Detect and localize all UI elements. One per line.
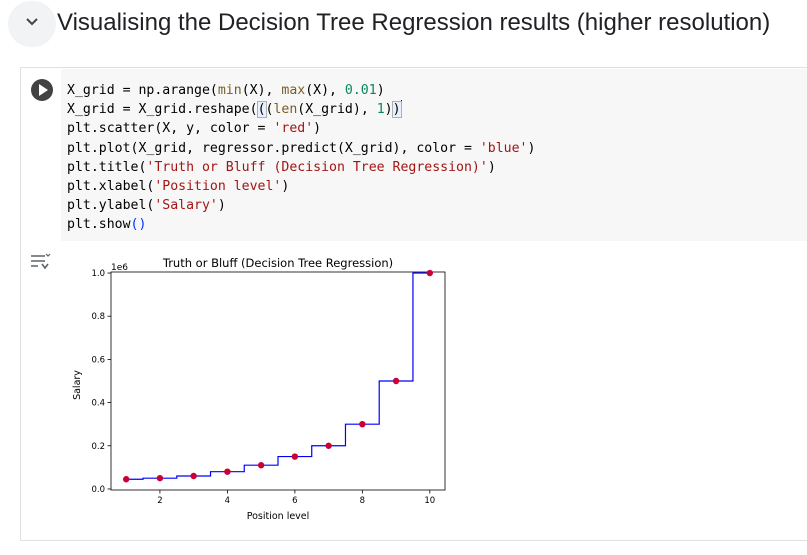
collapse-section-button[interactable] bbox=[8, 1, 56, 47]
chart-title: Truth or Bluff (Decision Tree Regression… bbox=[162, 256, 393, 270]
code-token: 'Truth or Bluff (Decision Tree Regressio… bbox=[146, 159, 488, 175]
code-token: ) bbox=[217, 198, 226, 214]
text-cursor bbox=[400, 100, 402, 117]
code-token: 'Position level' bbox=[154, 178, 282, 194]
code-token: len bbox=[273, 102, 298, 118]
x-tick-label: 10 bbox=[424, 496, 435, 506]
section-title: Visualising the Decision Tree Regression… bbox=[57, 9, 771, 36]
code-token: ) bbox=[391, 101, 402, 119]
code-token: ) bbox=[313, 121, 322, 137]
y-tick-label: 0.6 bbox=[91, 355, 105, 365]
scatter-point bbox=[325, 442, 332, 449]
code-token: X_grid = X_grid.reshape( bbox=[67, 102, 258, 118]
section-header: Visualising the Decision Tree Regression… bbox=[0, 0, 807, 50]
code-token: plt.ylabel( bbox=[67, 198, 155, 214]
code-token: plt.plot(X_grid, regressor.predict(X_gri… bbox=[67, 140, 480, 156]
x-tick-label: 8 bbox=[360, 496, 365, 506]
y-tick-label: 1.0 bbox=[91, 269, 105, 279]
code-line: plt.title('Truth or Bluff (Decision Tree… bbox=[67, 158, 535, 177]
scatter-point bbox=[359, 420, 366, 428]
x-tick-label: 4 bbox=[225, 496, 230, 506]
code-token: ( bbox=[256, 101, 267, 119]
output-toggle-button[interactable] bbox=[29, 250, 51, 272]
code-token: () bbox=[130, 217, 147, 233]
cell-output: 0.0 0.2 0.4 0.6 0.8 1.0 2 4 6 8 10 Truth or Bluff… bbox=[61, 243, 807, 539]
chevron-down-icon bbox=[26, 18, 38, 26]
y-offset-label: 1e6 bbox=[111, 263, 128, 273]
code-token: 'Salary' bbox=[154, 198, 218, 214]
code-token: (X), bbox=[241, 83, 282, 98]
code-token: plt.title( bbox=[67, 159, 147, 175]
code-token: (X_grid), bbox=[297, 102, 377, 118]
code-token: plt.scatter(X, y, color = bbox=[67, 121, 274, 137]
prediction-step-line bbox=[126, 272, 430, 480]
code-line: X_grid = X_grid.reshape(((len(X_grid), 1… bbox=[67, 100, 535, 119]
y-tick-label: 0.2 bbox=[91, 442, 105, 452]
x-tick-label: 6 bbox=[292, 496, 297, 506]
play-icon bbox=[39, 84, 48, 96]
code-token: ) bbox=[527, 140, 536, 156]
code-token: max bbox=[281, 83, 306, 98]
code-cell bbox=[20, 67, 807, 541]
scatter-point bbox=[291, 453, 299, 460]
code-token: 'blue' bbox=[479, 140, 528, 156]
y-tick-label: 0.8 bbox=[91, 312, 105, 322]
code-line: plt.xlabel('Position level') bbox=[67, 177, 535, 196]
code-token: ) bbox=[487, 159, 496, 175]
code-line: plt.show() bbox=[67, 215, 535, 234]
code-token: ( bbox=[265, 102, 274, 118]
code-token: ) bbox=[376, 83, 385, 98]
scatter-point bbox=[224, 468, 231, 475]
code-line: plt.scatter(X, y, color = 'red') bbox=[67, 119, 535, 138]
code-token: 0.01 bbox=[344, 83, 377, 98]
code-token: plt.show bbox=[67, 217, 131, 233]
code-token: ) bbox=[384, 102, 393, 118]
output-collapse-icon bbox=[31, 253, 51, 270]
code-token: ) bbox=[281, 178, 290, 194]
scatter-point bbox=[156, 474, 164, 482]
scatter-point bbox=[190, 472, 197, 480]
scatter-point bbox=[426, 269, 434, 277]
scatter-point bbox=[257, 462, 265, 469]
code-line: plt.ylabel('Salary') bbox=[67, 196, 535, 215]
code-token: 'red' bbox=[273, 121, 314, 137]
y-axis-label: Salary bbox=[72, 370, 83, 400]
x-tick-label: 2 bbox=[157, 496, 162, 506]
code-line: X_grid = np.arange(min(X), max(X), 0.01) bbox=[67, 81, 535, 100]
code-token: plt.xlabel( bbox=[67, 178, 155, 194]
regression-chart: 0.0 0.2 0.4 0.6 0.8 1.0 2 4 6 8 10 Truth or Bluff… bbox=[72, 256, 446, 522]
y-tick-label: 0.4 bbox=[91, 399, 105, 409]
scatter-point bbox=[392, 377, 400, 385]
code-token: min bbox=[217, 83, 242, 98]
scatter-point bbox=[122, 476, 130, 483]
code-editor[interactable]: X_grid = np.arange(min(X), max(X), 0.01)… bbox=[61, 69, 807, 241]
run-cell-button[interactable] bbox=[31, 79, 53, 101]
code-token: 1 bbox=[376, 102, 385, 118]
y-tick-label: 0.0 bbox=[91, 485, 105, 495]
code-lines: X_grid = np.arange(min(X), max(X), 0.01)… bbox=[67, 81, 535, 235]
code-token: (X), bbox=[305, 83, 345, 98]
code-line: plt.plot(X_grid, regressor.predict(X_gri… bbox=[67, 139, 535, 158]
code-token: X_grid = np.arange( bbox=[67, 83, 218, 98]
x-axis-label: Position level bbox=[247, 511, 310, 522]
